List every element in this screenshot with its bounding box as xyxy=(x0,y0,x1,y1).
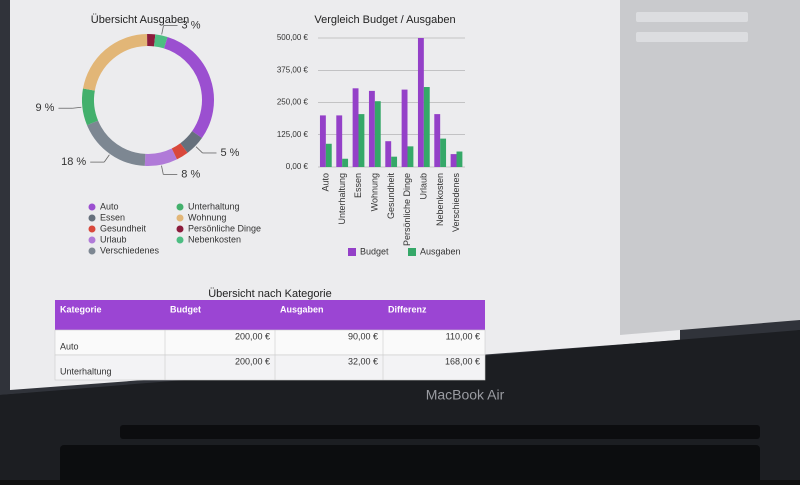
x-tick-label: Wohnung xyxy=(370,173,380,211)
header-cell: Budget xyxy=(170,304,201,314)
key-row xyxy=(120,425,760,439)
legend-marker xyxy=(177,215,184,222)
bar xyxy=(402,90,408,167)
number-cell: 200,00 € xyxy=(235,356,270,366)
x-tick-label: Nebenkosten xyxy=(435,173,445,226)
legend-marker xyxy=(89,248,96,255)
y-tick-label: 500,00 € xyxy=(277,33,309,42)
button[interactable] xyxy=(636,32,748,42)
legend-marker xyxy=(89,215,96,222)
legend-label: Nebenkosten xyxy=(188,234,241,244)
legend-label: Ausgaben xyxy=(420,246,461,256)
legend-marker xyxy=(89,226,96,233)
keyboard xyxy=(60,425,760,480)
legend-label: Persönliche Dinge xyxy=(188,223,261,233)
bar xyxy=(391,157,397,167)
table-title: Übersicht nach Kategorie xyxy=(208,288,332,300)
x-tick-label: Auto xyxy=(321,173,331,192)
value-label: 8 % xyxy=(181,168,200,180)
legend-label: Essen xyxy=(100,212,125,222)
number-cell: 168,00 € xyxy=(445,356,480,366)
bar xyxy=(424,87,430,167)
donut-slice xyxy=(88,90,93,123)
header-cell: Kategorie xyxy=(60,304,102,314)
bar xyxy=(353,88,359,167)
value-label: 18 % xyxy=(61,156,86,168)
bar xyxy=(375,101,381,167)
number-cell: 200,00 € xyxy=(235,331,270,341)
legend-label: Gesundheit xyxy=(100,223,147,233)
legend-marker xyxy=(177,237,184,244)
legend-label: Wohnung xyxy=(188,212,226,222)
donut-slice xyxy=(155,40,166,42)
bar xyxy=(369,91,375,167)
bar xyxy=(418,38,424,167)
bar xyxy=(359,114,365,167)
table-row xyxy=(55,330,485,355)
legend-marker xyxy=(177,226,184,233)
category-cell: Auto xyxy=(60,341,79,351)
y-tick-label: 375,00 € xyxy=(277,65,309,74)
value-label: 3 % xyxy=(182,20,201,32)
y-tick-label: 0,00 € xyxy=(286,162,309,171)
x-tick-label: Unterhaltung xyxy=(337,173,347,225)
donut-slice xyxy=(145,154,174,160)
x-tick-label: Urlaub xyxy=(419,173,429,200)
table-row xyxy=(55,355,485,380)
bar xyxy=(440,139,446,167)
y-tick-label: 125,00 € xyxy=(277,130,309,139)
key-row xyxy=(60,445,760,480)
legend-label: Budget xyxy=(360,246,389,256)
donut-slice xyxy=(174,148,184,154)
chart-title: Übersicht Ausgaben xyxy=(91,14,189,26)
number-cell: 32,00 € xyxy=(348,356,378,366)
value-label: 5 % xyxy=(220,147,239,159)
number-cell: 90,00 € xyxy=(348,331,378,341)
bar xyxy=(326,144,332,167)
bar xyxy=(336,115,342,167)
category-cell: Unterhaltung xyxy=(60,366,112,376)
header-cell: Differenz xyxy=(388,304,427,314)
legend-label: Verschiedenes xyxy=(100,245,160,255)
legend-marker xyxy=(89,204,96,211)
button[interactable] xyxy=(636,12,748,22)
bar xyxy=(320,115,326,167)
legend-marker xyxy=(177,204,184,211)
chart-title: Vergleich Budget / Ausgaben xyxy=(314,14,455,26)
bar xyxy=(451,154,457,167)
x-tick-label: Essen xyxy=(353,173,363,198)
legend-label: Unterhaltung xyxy=(188,201,240,211)
device-label: MacBook Air xyxy=(426,387,505,403)
header-cell: Ausgaben xyxy=(280,304,324,314)
legend-marker xyxy=(408,248,416,256)
bar xyxy=(408,146,414,167)
legend-marker xyxy=(348,248,356,256)
bar xyxy=(434,114,440,167)
legend-label: Auto xyxy=(100,201,119,211)
x-tick-label: Gesundheit xyxy=(386,173,396,220)
side-panel xyxy=(620,0,800,335)
bar xyxy=(385,141,391,167)
bar xyxy=(457,152,463,167)
x-tick-label: Persönliche Dinge xyxy=(402,173,412,246)
x-tick-label: Verschiedenes xyxy=(451,173,461,233)
bar xyxy=(342,159,348,167)
legend-label: Urlaub xyxy=(100,234,127,244)
value-label: 9 % xyxy=(35,102,54,114)
number-cell: 110,00 € xyxy=(446,331,480,341)
y-tick-label: 250,00 € xyxy=(277,98,309,107)
legend-marker xyxy=(89,237,96,244)
